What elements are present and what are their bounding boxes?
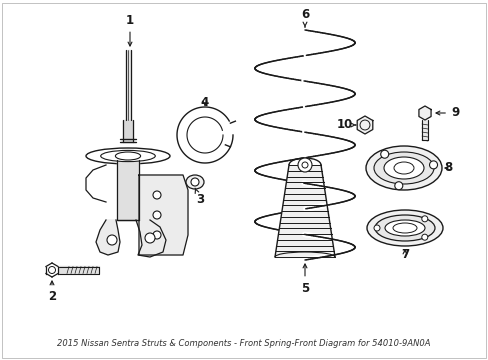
Ellipse shape xyxy=(366,210,442,246)
Circle shape xyxy=(153,211,161,219)
Text: 6: 6 xyxy=(300,9,308,27)
Circle shape xyxy=(153,231,161,239)
Circle shape xyxy=(373,225,379,231)
Ellipse shape xyxy=(373,152,433,184)
Text: 2015 Nissan Sentra Struts & Components - Front Spring-Front Diagram for 54010-9A: 2015 Nissan Sentra Struts & Components -… xyxy=(57,339,430,348)
Circle shape xyxy=(191,178,199,186)
Text: 7: 7 xyxy=(400,248,408,261)
Text: 9: 9 xyxy=(435,107,458,120)
Ellipse shape xyxy=(374,215,434,241)
Circle shape xyxy=(428,161,437,169)
Polygon shape xyxy=(418,106,430,120)
Ellipse shape xyxy=(185,175,203,189)
Text: 8: 8 xyxy=(443,162,451,175)
Text: 4: 4 xyxy=(201,95,209,108)
Ellipse shape xyxy=(383,157,423,179)
Text: 1: 1 xyxy=(126,13,134,46)
Text: 2: 2 xyxy=(48,281,56,303)
Circle shape xyxy=(153,191,161,199)
Polygon shape xyxy=(136,220,165,257)
Polygon shape xyxy=(356,116,372,134)
Text: 10: 10 xyxy=(336,118,355,131)
Circle shape xyxy=(297,158,311,172)
Text: 5: 5 xyxy=(300,264,308,294)
Ellipse shape xyxy=(365,146,441,190)
Circle shape xyxy=(421,216,427,222)
Circle shape xyxy=(421,234,427,240)
Circle shape xyxy=(380,150,388,158)
Ellipse shape xyxy=(384,220,424,236)
Ellipse shape xyxy=(101,150,155,162)
Circle shape xyxy=(107,235,117,245)
Polygon shape xyxy=(96,220,120,255)
Ellipse shape xyxy=(86,148,170,164)
Circle shape xyxy=(145,233,155,243)
Ellipse shape xyxy=(115,152,141,160)
Circle shape xyxy=(394,182,402,190)
Polygon shape xyxy=(139,175,187,255)
Text: 3: 3 xyxy=(195,188,203,207)
